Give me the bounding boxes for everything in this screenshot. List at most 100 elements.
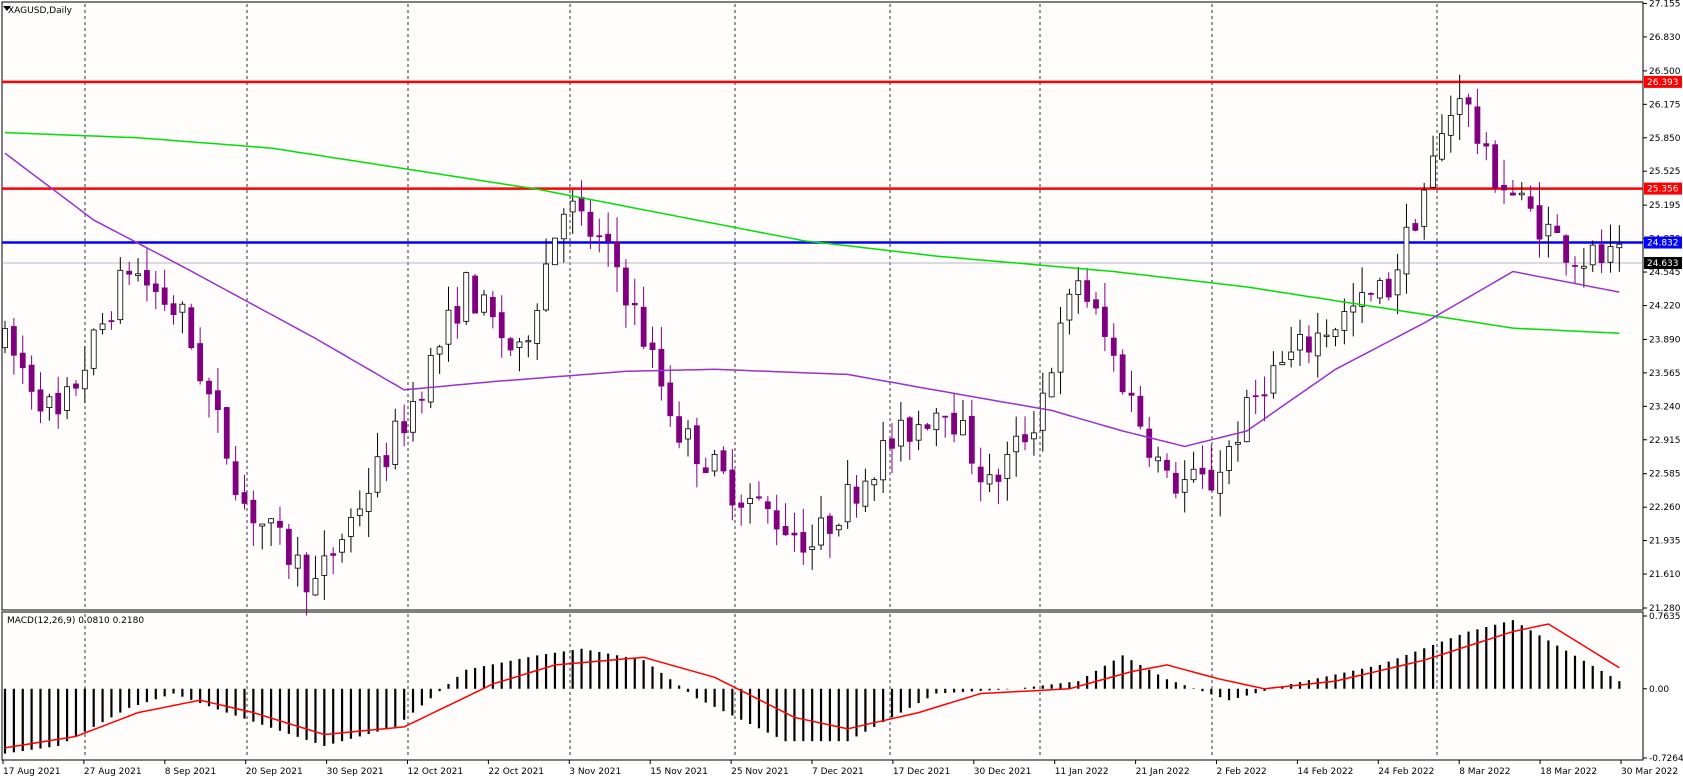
macd-tick-label: -0.7264 [1649, 754, 1683, 764]
candle [55, 376, 62, 429]
time-axis: 17 Aug 2021 27 Aug 2021 8 Sep 2021 20 Sep 2… [2, 760, 1678, 777]
candle [977, 447, 984, 502]
time-tick-label: 20 Sep 2021 [246, 767, 303, 777]
candle [206, 377, 212, 418]
candle [1217, 450, 1224, 517]
candle [90, 328, 97, 376]
candle [1616, 225, 1623, 272]
moving-averages [4, 131, 1620, 448]
candle [126, 261, 133, 286]
candle [1288, 326, 1295, 368]
candle [1164, 453, 1170, 479]
time-tick-label: 8 Sep 2021 [165, 767, 216, 777]
candle [1181, 460, 1188, 513]
candle [144, 248, 150, 302]
candle [214, 367, 221, 433]
price-tick-label: 21.610 [1649, 570, 1681, 580]
candle [489, 291, 496, 329]
candle [1305, 325, 1312, 364]
time-tick-label: 14 Feb 2022 [1297, 767, 1353, 777]
candle [2, 320, 8, 354]
candle [356, 490, 363, 527]
time-tick-label: 22 Oct 2021 [488, 767, 544, 777]
candle [552, 237, 558, 266]
candle [392, 408, 399, 470]
candle [720, 446, 727, 474]
candle [543, 238, 549, 312]
candle [1501, 159, 1507, 204]
candle [756, 481, 762, 501]
candle [1332, 327, 1339, 347]
candle [498, 295, 505, 358]
candle [277, 506, 283, 545]
candle [321, 530, 328, 600]
candle [250, 490, 257, 546]
candle [800, 508, 807, 566]
candle [1101, 282, 1108, 352]
candle [596, 218, 603, 253]
candle [1421, 182, 1428, 240]
price-tick-label: 21.280 [1649, 604, 1681, 614]
candle [915, 410, 922, 451]
candle [729, 449, 736, 521]
candle [1172, 462, 1179, 499]
candle [658, 326, 665, 401]
candle [862, 468, 869, 513]
candle [880, 421, 887, 493]
candle [995, 468, 1002, 505]
candle [1190, 451, 1197, 483]
candle [623, 259, 629, 328]
candle [1235, 421, 1241, 462]
time-tick-label: 12 Oct 2021 [408, 767, 464, 777]
candle [472, 273, 479, 314]
candle [37, 372, 44, 424]
candle [1341, 298, 1348, 345]
candle [1598, 229, 1605, 274]
candle [614, 217, 620, 292]
candle [10, 318, 17, 375]
candle [1208, 444, 1215, 491]
candle [844, 459, 851, 529]
candle [339, 533, 345, 563]
candle [303, 552, 310, 616]
candle [285, 523, 292, 579]
price-tick-label: 24.545 [1649, 268, 1681, 278]
candle [809, 524, 816, 570]
candle [197, 327, 204, 385]
candle [1510, 179, 1516, 196]
macd-frame [1, 611, 1644, 761]
chevron-down-icon[interactable] [3, 6, 11, 11]
time-tick-label: 17 Aug 2021 [3, 767, 61, 777]
candle [951, 393, 957, 443]
ma-slow-line [4, 131, 1620, 335]
candle [19, 335, 26, 385]
candle [99, 313, 106, 335]
candle [702, 457, 709, 474]
price-tick-label: 26.175 [1649, 100, 1681, 110]
candle [1323, 319, 1330, 348]
candle [1403, 203, 1410, 294]
candle [1270, 351, 1277, 399]
candle [348, 508, 354, 553]
candle [1439, 114, 1445, 162]
candle [410, 381, 416, 442]
candle [1261, 376, 1268, 422]
candle [1031, 411, 1037, 456]
candle [1279, 351, 1286, 366]
macd-signal-line [4, 623, 1620, 749]
time-tick-label: 30 Mar 2022 [1621, 767, 1678, 777]
candle [170, 295, 177, 325]
candle [835, 523, 842, 537]
candle [259, 523, 266, 550]
candle [1093, 292, 1099, 315]
candle [516, 337, 523, 372]
candle [418, 391, 425, 414]
price-tick-label: 26.830 [1649, 33, 1681, 43]
candle [73, 380, 79, 396]
candle [161, 269, 168, 311]
candle [268, 518, 275, 547]
candle [463, 271, 470, 325]
price-tick-label: 27.155 [1649, 0, 1681, 9]
candle [569, 189, 576, 234]
